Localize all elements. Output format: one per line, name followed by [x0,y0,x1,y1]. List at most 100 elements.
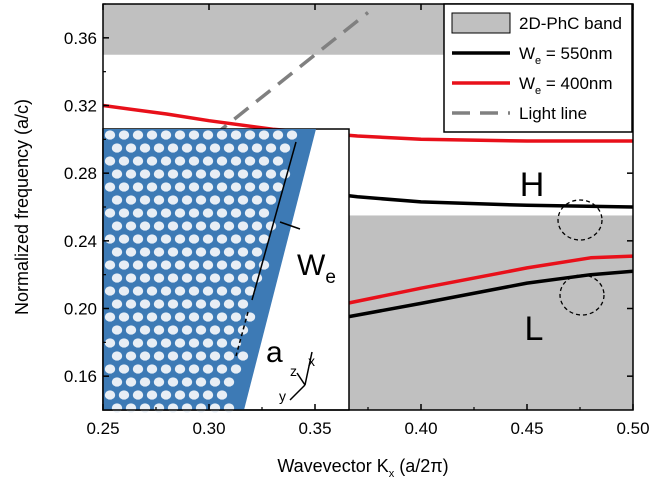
inset-hole [216,182,228,192]
inset-hole [153,221,165,231]
inset-hole [174,312,186,322]
inset-hole [132,234,144,244]
inset-hole [132,364,144,374]
inset-hole [153,143,165,153]
inset-hole [125,221,137,231]
inset-hole [160,312,172,322]
inset-hole [265,143,277,153]
inset-hole [111,169,123,179]
inset-hole [216,364,228,374]
inset-hole [132,156,144,166]
inset-hole [251,143,263,153]
inset-hole [209,169,221,179]
inset-hole [146,130,158,140]
inset-hole [251,247,263,257]
inset-hole [223,221,235,231]
inset-hole [125,195,137,205]
inset-hole [230,234,242,244]
inset-hole [237,273,249,283]
inset-hole [132,182,144,192]
inset-hole [195,377,207,387]
x-tick-label: 0.40 [404,419,437,438]
inset-hole [125,403,137,413]
inset-hole [188,390,200,400]
inset-hole [251,169,263,179]
inset-hole [223,377,235,387]
inset-hole [160,390,172,400]
inset-hole [223,299,235,309]
inset-hole [153,247,165,257]
inset-hole [118,338,130,348]
inset-hole [139,169,151,179]
inset-hole [160,364,172,374]
inset-hole [195,169,207,179]
inset-hole [251,221,263,231]
inset-hole [174,338,186,348]
y-axis-title: Normalized frequency (a/c) [12,99,32,315]
inset-hole [104,156,116,166]
inset-hole [104,208,116,218]
inset-hole [195,247,207,257]
inset-hole [181,273,193,283]
inset-hole [244,260,256,270]
inset-hole [223,195,235,205]
inset-hole [202,260,214,270]
inset-hole [195,403,207,413]
inset-hole [202,130,214,140]
inset-hole [146,312,158,322]
inset-we-guide-line [251,141,297,301]
inset-hole [272,182,284,192]
inset-hole [146,208,158,218]
inset-hole [139,195,151,205]
inset-hole [237,351,249,361]
inset-hole [160,182,172,192]
series-line-3 [346,254,633,306]
inset-hole [146,364,158,374]
inset-hole [174,182,186,192]
inset-hole [202,338,214,348]
inset-hole [125,377,137,387]
inset-hole [195,143,207,153]
triad-label-x: x [308,353,315,369]
inset-hole [251,195,263,205]
inset-hole [153,169,165,179]
inset-hole [258,156,270,166]
inset-hole [244,286,256,296]
inset-label-a: a [266,336,283,369]
inset-hole [230,286,242,296]
legend-entry-3: We = 400nm [519,74,613,97]
inset-hole [188,286,200,296]
inset-hole [195,195,207,205]
inset-hole [111,299,123,309]
inset-hole [258,182,270,192]
inset-hole [160,208,172,218]
inset-hole [181,169,193,179]
marker-circle-l [559,274,605,316]
inset-hole [223,143,235,153]
inset-hole [132,312,144,322]
inset-hole [209,221,221,231]
inset-hole [174,390,186,400]
inset-hole [132,390,144,400]
inset-hole [104,182,116,192]
inset-hole [174,208,186,218]
inset-hole [167,247,179,257]
inset-hole [216,208,228,218]
inset-hole [104,312,116,322]
inset-hole [223,351,235,361]
inset-hole [195,325,207,335]
inset-hole [181,377,193,387]
inset-hole [118,312,130,322]
inset-hole [244,182,256,192]
inset-hole [230,182,242,192]
inset-hole [160,234,172,244]
legend [443,3,633,133]
inset-hole [209,273,221,283]
inset-hole [167,273,179,283]
inset-hole [209,377,221,387]
inset-hole [188,130,200,140]
inset-hole [153,403,165,413]
inset-hole [125,247,137,257]
inset-hole [230,364,242,374]
legend-entry-1: 2D-PhC band [519,14,622,33]
